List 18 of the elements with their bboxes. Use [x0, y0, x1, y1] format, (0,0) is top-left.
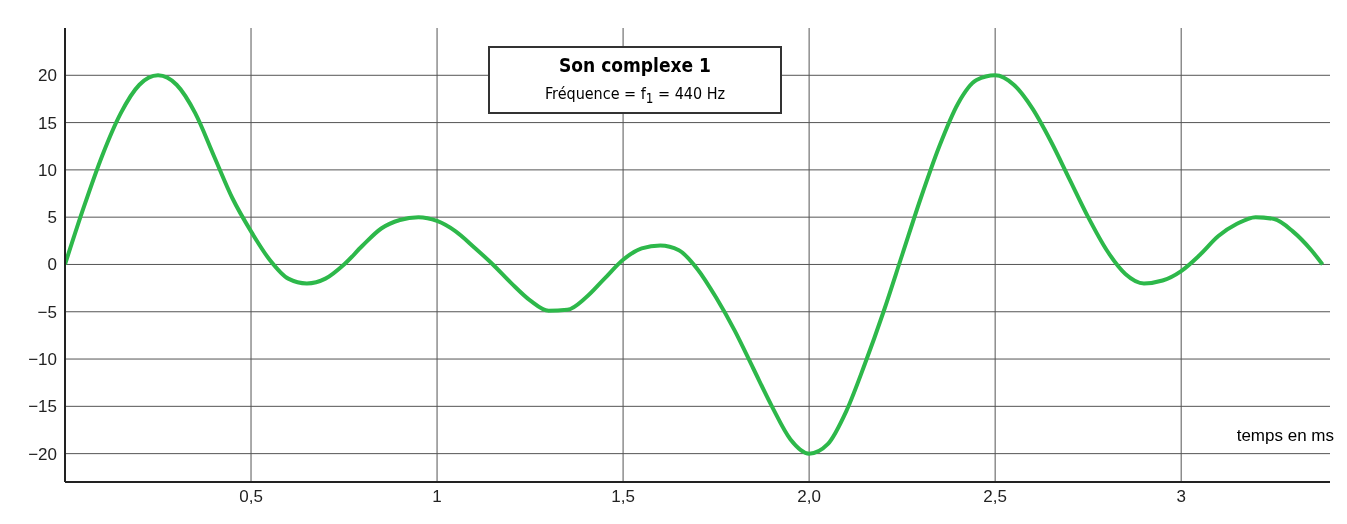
x-tick-label: 1	[432, 487, 442, 507]
x-tick-label: 2,5	[983, 487, 1007, 507]
y-tick-label: −5	[37, 302, 57, 322]
y-tick-label: 0	[47, 255, 57, 275]
y-tick-label: 15	[38, 113, 57, 133]
annotation: Fréquence = f$_{1}$ = 440 Hz	[543, 84, 727, 107]
x-tick-label: 0,5	[239, 487, 263, 507]
x-tick-label: 1,5	[611, 487, 635, 507]
x-axis-title: temps en ms	[1236, 426, 1334, 446]
y-tick-label: −20	[28, 444, 57, 464]
y-tick-label: 20	[38, 66, 57, 86]
y-tick-label: 10	[38, 160, 57, 180]
y-tick-label: −15	[28, 397, 57, 417]
x-tick-label: 2,0	[797, 487, 821, 507]
x-tick-label: 3	[1176, 487, 1186, 507]
caption-box: Son complexe 1 Fréquence = f$_{1}$ = 440 Hz	[488, 46, 782, 115]
y-tick-label: 5	[47, 208, 57, 228]
y-tick-label: −10	[28, 350, 57, 370]
